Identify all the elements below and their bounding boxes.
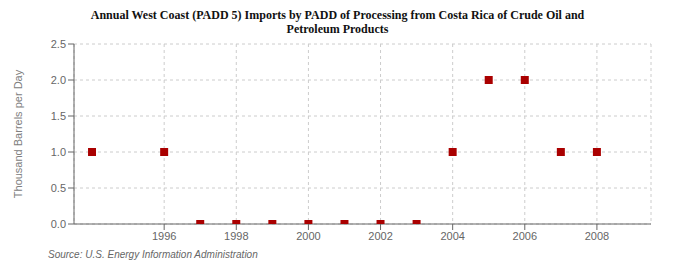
html-text:Petroleum Products: Petroleum Products [286, 22, 389, 36]
svg-text:2.0: 2.0 [51, 74, 66, 86]
html-text:Annual West Coast (PADD 5) Imp: Annual West Coast (PADD 5) Imports by PA… [90, 8, 585, 22]
svg-text:2008: 2008 [585, 230, 609, 242]
svg-text:2.5: 2.5 [51, 38, 66, 50]
svg-text:2006: 2006 [513, 230, 537, 242]
svg-text:0.5: 0.5 [51, 182, 66, 194]
html-text:Source: U.S. Energy Informatio: Source: U.S. Energy Information Administ… [48, 249, 258, 260]
svg-text:Thousand Barrels per Day: Thousand Barrels per Day [12, 69, 24, 198]
svg-text:1.0: 1.0 [51, 146, 66, 158]
svg-text:1998: 1998 [224, 230, 248, 242]
svg-text:1.5: 1.5 [51, 110, 66, 122]
svg-text:2000: 2000 [296, 230, 320, 242]
svg-text:2004: 2004 [440, 230, 464, 242]
svg-text:1996: 1996 [152, 230, 176, 242]
svg-text:2002: 2002 [368, 230, 392, 242]
svg-text:0.0: 0.0 [51, 218, 66, 230]
